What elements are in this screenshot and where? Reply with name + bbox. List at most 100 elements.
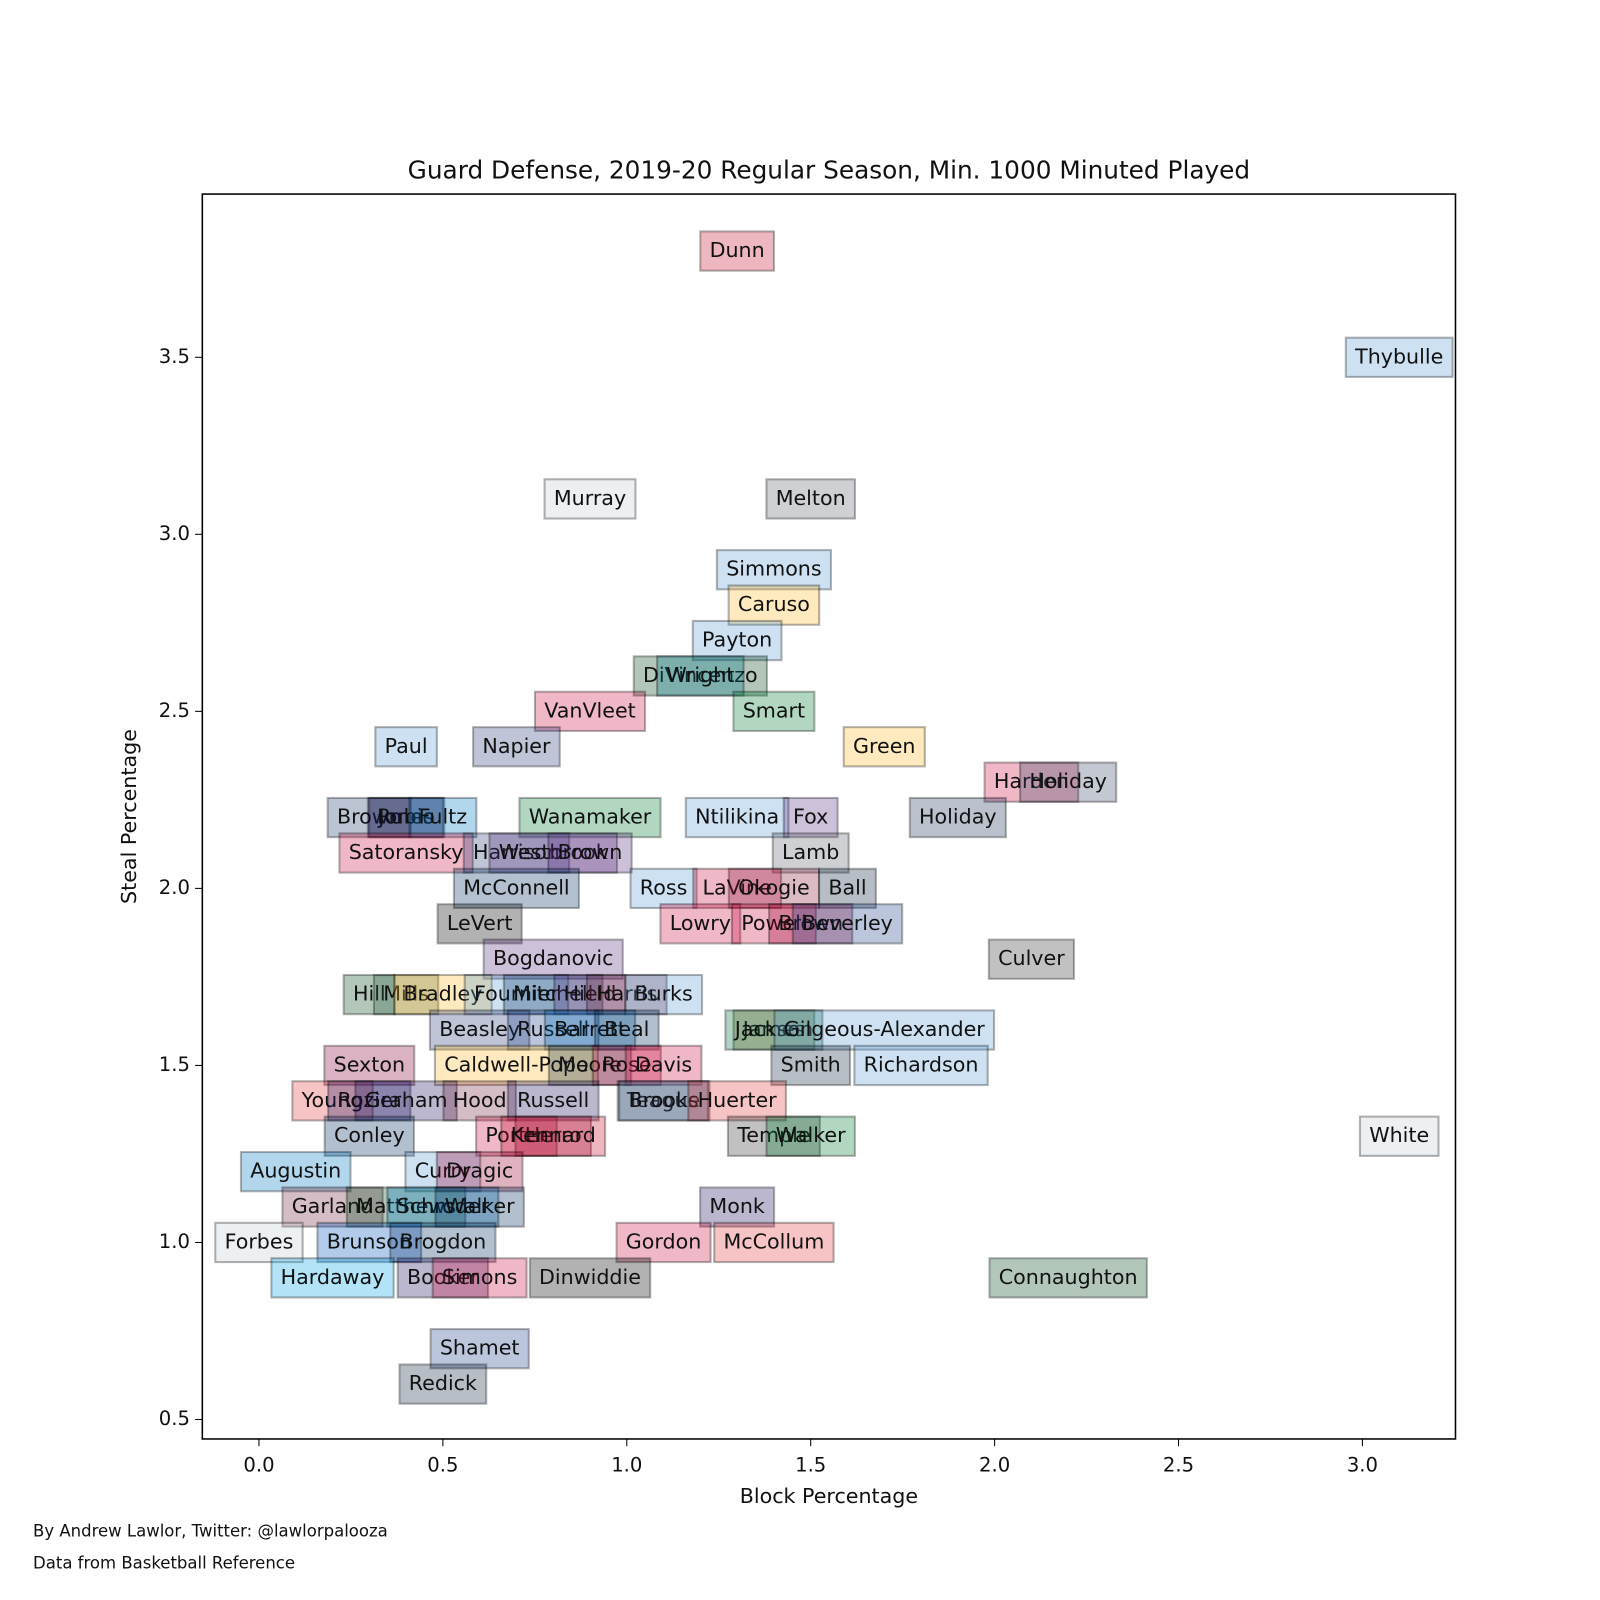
- label-box: [436, 903, 523, 945]
- point-label: Dunn: [710, 238, 765, 262]
- y-tick-label: 3.0: [159, 522, 190, 545]
- point-label: Beal: [604, 1017, 649, 1041]
- label-box: [281, 1186, 384, 1228]
- label-box: [428, 1009, 531, 1051]
- label-box: [726, 1115, 821, 1157]
- label-box: [518, 796, 662, 839]
- label-box: [404, 1151, 482, 1193]
- label-box: [593, 1009, 660, 1051]
- point-label: Melton: [776, 486, 846, 510]
- y-tick-label: 1.5: [159, 1053, 190, 1076]
- point-label: Hield: [564, 982, 617, 1006]
- label-box: [591, 1044, 662, 1087]
- label-box: [624, 1044, 703, 1087]
- label-box: [691, 619, 783, 662]
- point-label: Schroder: [397, 1194, 490, 1218]
- point-label: Hood: [453, 1088, 507, 1112]
- label-box: [624, 973, 704, 1016]
- label-box: [659, 903, 742, 945]
- point-label: Bogdanovic: [493, 946, 614, 970]
- point-label: Shamet: [440, 1336, 520, 1360]
- point-label: Teague: [626, 1088, 700, 1112]
- point-label: Murray: [554, 486, 626, 510]
- point-label: Culver: [998, 946, 1065, 970]
- label-box: [386, 1186, 500, 1228]
- point-label: Rose: [602, 1052, 651, 1076]
- point-label: Redick: [409, 1371, 477, 1395]
- x-tick-label: 0.5: [427, 1453, 458, 1476]
- label-box: [618, 1080, 709, 1122]
- label-box: [782, 796, 839, 839]
- x-tick-label: 2.0: [979, 1453, 1010, 1476]
- label-box: [270, 1257, 395, 1299]
- point-label: Monk: [709, 1194, 764, 1218]
- x-tick-label: 1.5: [795, 1453, 826, 1476]
- x-tick-label: 1.0: [611, 1453, 642, 1476]
- point-label: Ball: [828, 875, 866, 899]
- y-axis-label: Steal Percentage: [117, 729, 141, 904]
- y-tick-label: 2.0: [159, 876, 190, 899]
- plot-area: Dunn Thybulle Murray Melton Simmons Caruso Pay…: [214, 230, 1454, 1405]
- y-tick-label: 1.0: [159, 1230, 190, 1253]
- label-box: [502, 973, 604, 1016]
- label-box: [732, 1009, 816, 1051]
- point-label: Barrett: [554, 1017, 626, 1041]
- label-box: [500, 1115, 607, 1157]
- point-label: Huerter: [698, 1088, 778, 1112]
- label-box: [472, 726, 561, 768]
- point-label: Porter: [485, 1123, 548, 1147]
- label-box: [323, 1044, 416, 1087]
- label-box: [656, 655, 745, 697]
- label-box: [1358, 1115, 1440, 1157]
- point-label: Kennard: [511, 1123, 596, 1147]
- label-box: [214, 1221, 304, 1264]
- label-box: [724, 1009, 824, 1051]
- point-label: Matthews: [356, 1194, 456, 1218]
- label-box: [452, 867, 580, 910]
- point-label: Bradley: [403, 982, 482, 1006]
- point-label: Powell: [741, 911, 806, 935]
- label-box: [983, 761, 1080, 803]
- label-box: [765, 478, 857, 520]
- point-label: Brunson: [327, 1229, 412, 1253]
- point-label: Wanamaker: [529, 805, 652, 829]
- label-box: [543, 1009, 637, 1051]
- point-label: Augustin: [250, 1159, 341, 1183]
- point-label: White: [1369, 1123, 1429, 1147]
- label-box: [692, 867, 783, 910]
- point-label: Smith: [781, 1052, 841, 1076]
- point-label: Jackson: [733, 1017, 813, 1041]
- y-tick-label: 2.5: [159, 699, 190, 722]
- point-label: Ross: [640, 875, 688, 899]
- point-label: Harrison: [473, 840, 560, 864]
- label-box: [727, 867, 821, 910]
- point-label: Russell: [517, 1017, 589, 1041]
- label-box: [615, 1221, 712, 1264]
- label-box: [316, 1221, 423, 1264]
- point-label: Brooks: [629, 1088, 699, 1112]
- label-box: [442, 1080, 517, 1122]
- label-box: [699, 230, 776, 272]
- point-label: Brogdon: [400, 1229, 487, 1253]
- label-box: [475, 1115, 558, 1157]
- point-label: Simmons: [726, 557, 821, 581]
- axes-frame: [201, 193, 1457, 1440]
- label-box: [553, 973, 627, 1016]
- label-box: [327, 1080, 412, 1122]
- label-box: [791, 903, 904, 945]
- label-box: [345, 1186, 467, 1228]
- label-box: [408, 796, 478, 839]
- label-box: [853, 1044, 989, 1087]
- point-label: Fox: [793, 805, 828, 829]
- point-label: Smart: [743, 698, 805, 722]
- label-box: [372, 973, 440, 1016]
- label-box: [435, 1151, 524, 1193]
- label-box: [389, 1221, 497, 1264]
- chart-title: Guard Defense, 2019-20 Regular Season, M…: [408, 155, 1250, 184]
- point-label: Harris: [596, 982, 657, 1006]
- label-box: [818, 867, 877, 910]
- y-tick-label: 3.5: [159, 345, 190, 368]
- label-box: [987, 938, 1075, 980]
- point-label: Dragic: [446, 1159, 513, 1183]
